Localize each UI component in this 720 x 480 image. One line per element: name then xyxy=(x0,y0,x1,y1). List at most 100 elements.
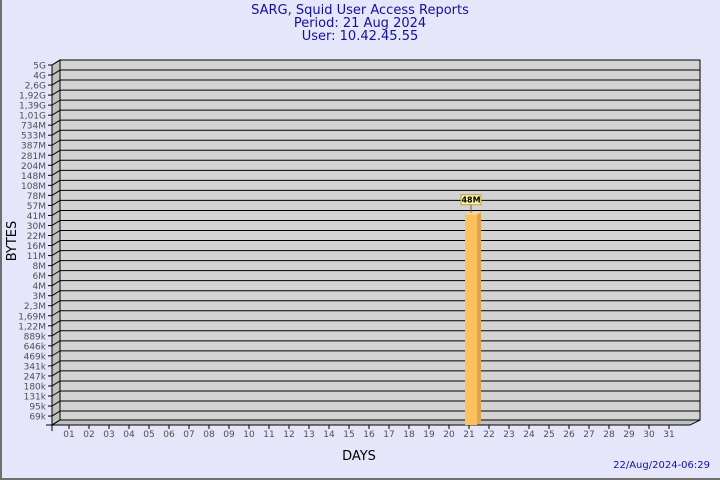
y-tick-slant xyxy=(51,149,61,156)
y-tick-label: 341k xyxy=(24,362,47,372)
y-tick-slant xyxy=(51,340,61,347)
y-tick-label: 22M xyxy=(27,232,46,242)
y-tick-label: 78M xyxy=(27,192,46,202)
y-tick-slant xyxy=(51,320,61,327)
x-tick-label: 05 xyxy=(143,430,154,440)
y-axis-label: BYTES xyxy=(5,221,20,262)
y-tick-slant xyxy=(51,210,61,216)
y-tick-label: 2,6G xyxy=(25,82,46,92)
y-tick-slant xyxy=(51,370,61,377)
x-tick-label: 03 xyxy=(103,430,114,440)
x-tick-label: 20 xyxy=(443,430,455,440)
y-tick-label: 5G xyxy=(33,62,46,72)
y-tick-label: 108M xyxy=(21,182,46,192)
x-tick-label: 17 xyxy=(383,430,394,440)
x-tick-label: 21 xyxy=(463,430,474,440)
x-tick-label: 13 xyxy=(303,430,314,440)
y-tick-label: 2,3M xyxy=(24,302,46,312)
x-tick-label: 01 xyxy=(63,430,74,440)
y-tick-label: 16M xyxy=(27,242,46,252)
y-tick-label: 3M xyxy=(33,292,47,302)
x-tick-label: 16 xyxy=(363,430,375,440)
y-tick-label: 57M xyxy=(27,202,46,212)
y-tick-slant xyxy=(51,199,61,206)
chart-title: SARG, Squid User Access Reports xyxy=(251,3,469,18)
x-tick-label: 26 xyxy=(563,430,575,440)
y-tick-slant xyxy=(51,280,61,287)
y-tick-label: 41M xyxy=(27,212,46,222)
y-tick-slant xyxy=(51,330,61,337)
bar-top xyxy=(465,211,481,215)
y-tick-label: 1,01G xyxy=(19,112,46,122)
x-tick-label: 02 xyxy=(83,430,94,440)
y-tick-slant xyxy=(51,390,61,397)
y-tick-label: 4M xyxy=(33,282,47,292)
y-tick-slant xyxy=(51,99,61,106)
y-tick-slant xyxy=(51,270,61,277)
y-tick-label: 734M xyxy=(21,122,46,132)
y-tick-slant xyxy=(51,260,61,267)
y-tick-slant xyxy=(51,69,61,76)
y-tick-label: 1,92G xyxy=(19,92,46,102)
x-tick-label: 09 xyxy=(223,430,235,440)
x-tick-label: 10 xyxy=(243,430,255,440)
x-tick-label: 25 xyxy=(543,430,554,440)
y-tick-label: 387M xyxy=(21,142,46,152)
x-tick-label: 27 xyxy=(583,430,594,440)
x-tick-label: 18 xyxy=(403,430,415,440)
y-tick-label: 281M xyxy=(21,152,46,162)
generated-timestamp: 22/Aug/2024-06:29 xyxy=(613,460,710,471)
x-tick-label: 31 xyxy=(663,430,674,440)
y-tick-label: 131k xyxy=(24,392,47,402)
x-tick-label: 23 xyxy=(503,430,514,440)
y-tick-label: 1,39G xyxy=(19,102,46,112)
y-tick-slant xyxy=(51,240,61,246)
y-tick-slant xyxy=(51,380,61,387)
y-tick-slant xyxy=(51,169,61,176)
x-tick-label: 07 xyxy=(183,430,194,440)
plot-floor xyxy=(50,419,701,426)
x-tick-label: 28 xyxy=(603,430,615,440)
bar-value-label: 48M xyxy=(461,196,480,205)
y-tick-slant xyxy=(51,159,61,166)
y-tick-slant xyxy=(51,79,61,86)
y-tick-label: 6M xyxy=(33,272,47,282)
x-tick-label: 08 xyxy=(203,430,215,440)
y-tick-label: 533M xyxy=(21,132,46,142)
y-tick-slant xyxy=(51,410,61,417)
y-tick-label: 148M xyxy=(21,172,46,182)
x-tick-label: 29 xyxy=(623,430,635,440)
y-tick-slant xyxy=(51,109,61,116)
y-tick-label: 69k xyxy=(29,413,46,423)
x-tick-label: 06 xyxy=(163,430,175,440)
y-tick-label: 11M xyxy=(27,252,46,262)
y-tick-label: 95k xyxy=(29,403,46,413)
y-tick-slant xyxy=(51,139,61,146)
y-tick-label: 1,22M xyxy=(18,322,46,332)
bar-side xyxy=(477,211,481,426)
y-tick-slant xyxy=(51,250,61,256)
x-tick-label: 11 xyxy=(263,430,274,440)
bar-label-box xyxy=(460,194,482,206)
y-tick-slant xyxy=(51,400,61,407)
y-tick-slant xyxy=(51,290,61,297)
y-tick-slant xyxy=(51,129,61,136)
y-tick-label: 204M xyxy=(21,162,46,172)
x-tick-label: 24 xyxy=(523,430,535,440)
y-tick-label: 646k xyxy=(24,342,47,352)
y-tick-label: 180k xyxy=(24,382,47,392)
y-tick-slant xyxy=(51,119,61,126)
x-axis-label: DAYS xyxy=(342,449,376,464)
y-tick-label: 30M xyxy=(27,222,46,232)
y-tick-slant xyxy=(51,89,61,96)
y-tick-label: 1,69M xyxy=(18,312,46,322)
y-tick-slant xyxy=(51,59,61,66)
y-tick-label: 4G xyxy=(33,72,46,82)
y-tick-label: 8M xyxy=(33,262,47,272)
y-tick-label: 469k xyxy=(24,352,47,362)
chart-user: User: 10.42.45.55 xyxy=(301,29,419,44)
x-tick-label: 22 xyxy=(483,430,494,440)
x-tick-label: 12 xyxy=(283,430,294,440)
x-tick-label: 19 xyxy=(423,430,435,440)
